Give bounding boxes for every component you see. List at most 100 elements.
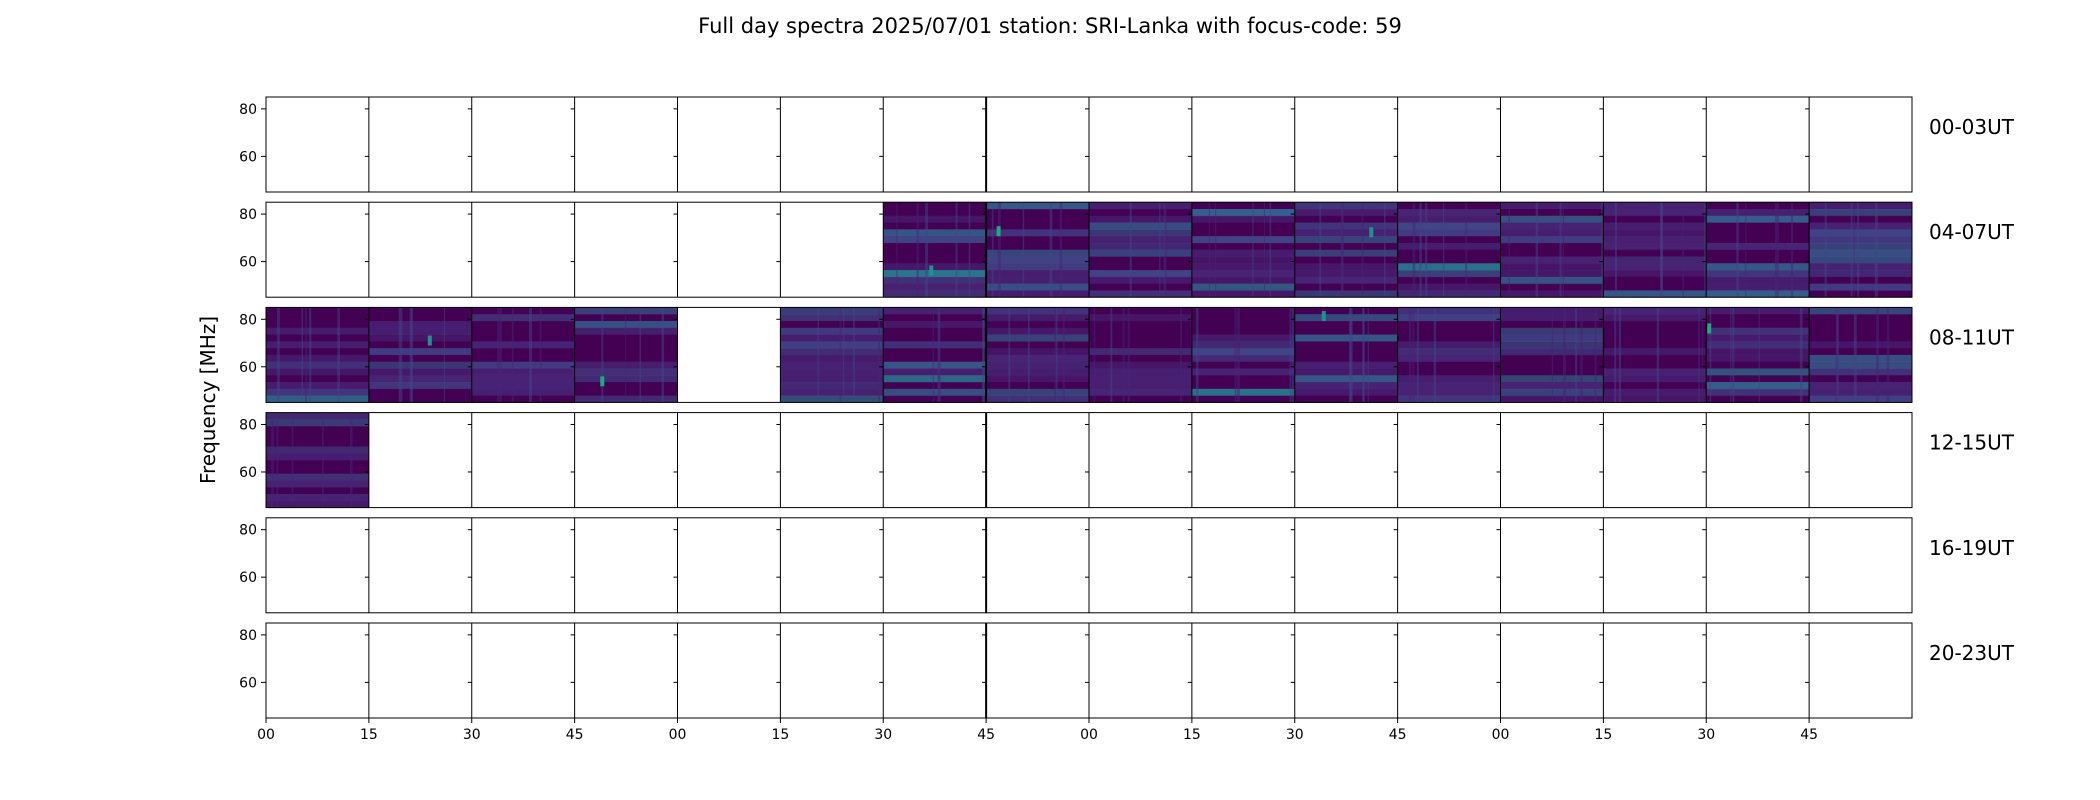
empty-cell (780, 623, 884, 718)
empty-cell (1294, 623, 1398, 718)
panel-frame (265, 412, 1913, 509)
x-tick-label: 30 (874, 727, 892, 743)
empty-cell (677, 97, 781, 192)
spectrum-cell (780, 307, 884, 403)
empty-cell (986, 412, 1089, 508)
empty-cell (368, 97, 472, 192)
spectrum-cell (883, 202, 987, 298)
empty-cell (574, 623, 678, 718)
row-label: 20-23UT (1929, 641, 2015, 665)
spectrum-cell (1603, 307, 1707, 403)
empty-cell (1294, 517, 1398, 613)
row-label: 08-11UT (1929, 325, 2015, 349)
y-tick-label: 60 (239, 570, 257, 586)
x-tick-label: 45 (1800, 727, 1818, 743)
row-label: 16-19UT (1929, 536, 2015, 560)
row-panel-20-23UT: 80 60 20-23UT (239, 622, 2015, 719)
spectrum-cell (1089, 202, 1193, 298)
x-tick-label: 45 (1389, 727, 1407, 743)
x-axis-ticks: 00 15 30 45 00 15 30 45 00 15 30 45 00 15 30 45 (257, 718, 1818, 743)
empty-cell (1706, 97, 1810, 192)
empty-cell (1603, 623, 1707, 718)
empty-cell (1294, 412, 1398, 508)
empty-cell (986, 517, 1089, 613)
x-tick-label: 30 (1286, 727, 1304, 743)
panel-frame (265, 201, 1913, 298)
empty-cell (780, 412, 884, 508)
empty-cell (471, 623, 575, 718)
x-tick-label: 15 (1594, 727, 1612, 743)
spectrum-cell (1089, 307, 1192, 403)
row-panel-04-07UT: 80 60 04-07UT (239, 201, 2015, 298)
empty-cell (780, 202, 884, 298)
spectrum-cell (883, 307, 987, 403)
empty-cell (368, 623, 472, 718)
empty-cell (266, 97, 369, 192)
empty-cell (1191, 623, 1295, 718)
y-tick-label: 60 (239, 149, 257, 165)
spectra-panels: 80 60 00-03UT 80 60 04-07UT 80 60 08-11UT 80 60 12-… (239, 96, 2015, 719)
empty-cell (1397, 517, 1501, 613)
y-tick-label: 80 (239, 312, 257, 328)
empty-cell (1500, 517, 1604, 613)
spectrum-cell (1294, 202, 1398, 298)
empty-cell (1603, 517, 1707, 613)
panel-frame (265, 96, 1913, 193)
row-label: 00-03UT (1929, 115, 2015, 139)
empty-cell (368, 202, 472, 298)
empty-cell (471, 202, 575, 298)
x-tick-label: 00 (1492, 727, 1510, 743)
x-tick-label: 00 (669, 727, 687, 743)
empty-cell (471, 97, 575, 192)
chart-title: Full day spectra 2025/07/01 station: SRI… (698, 14, 1402, 38)
x-tick-label: 30 (463, 727, 481, 743)
empty-cell (1397, 412, 1501, 508)
empty-cell (1089, 623, 1192, 718)
panel-frame (265, 306, 1913, 403)
empty-cell (883, 97, 987, 192)
empty-cell (677, 202, 781, 298)
y-tick-label: 60 (239, 465, 257, 481)
empty-cell (883, 517, 987, 613)
empty-cell (1397, 623, 1501, 718)
empty-cell (1706, 517, 1810, 613)
empty-cell (986, 623, 1089, 718)
x-tick-label: 30 (1697, 727, 1715, 743)
row-label: 12-15UT (1929, 431, 2015, 455)
empty-cell (266, 623, 369, 718)
empty-cell (1500, 97, 1604, 192)
spectrum-cell (574, 307, 681, 403)
y-tick-label: 80 (239, 628, 257, 644)
empty-cell (574, 97, 678, 192)
spectrum-cell (1706, 307, 1810, 403)
spectrum-cell (1294, 307, 1398, 403)
empty-cell (677, 623, 781, 718)
spectrum-cell (1500, 202, 1604, 298)
x-tick-label: 00 (1080, 727, 1098, 743)
empty-cell (1809, 623, 1912, 718)
y-tick-label: 60 (239, 360, 257, 376)
spectrum-cell (266, 307, 369, 403)
spectrum-cell (1191, 307, 1295, 403)
row-panel-08-11UT: 80 60 08-11UT (239, 306, 2015, 403)
empty-cell (883, 412, 987, 508)
empty-cell (986, 97, 1089, 192)
empty-cell (1706, 412, 1810, 508)
x-tick-label: 45 (566, 727, 584, 743)
row-panel-16-19UT: 80 60 16-19UT (239, 517, 2015, 614)
spectrum-cell (471, 307, 575, 403)
row-panel-12-15UT: 80 60 12-15UT (239, 412, 2015, 509)
spectrum-cell (1191, 202, 1295, 298)
spectrum-cell (1603, 202, 1707, 298)
empty-cell (266, 517, 369, 613)
empty-cell (677, 307, 781, 403)
empty-cell (677, 412, 781, 508)
spectrum-cell (1809, 202, 1912, 298)
empty-cell (1089, 517, 1192, 613)
spectrum-cell (986, 202, 1089, 298)
empty-cell (1809, 412, 1912, 508)
spectrum-cell (986, 307, 1089, 403)
empty-cell (1089, 97, 1192, 192)
empty-cell (574, 412, 678, 508)
